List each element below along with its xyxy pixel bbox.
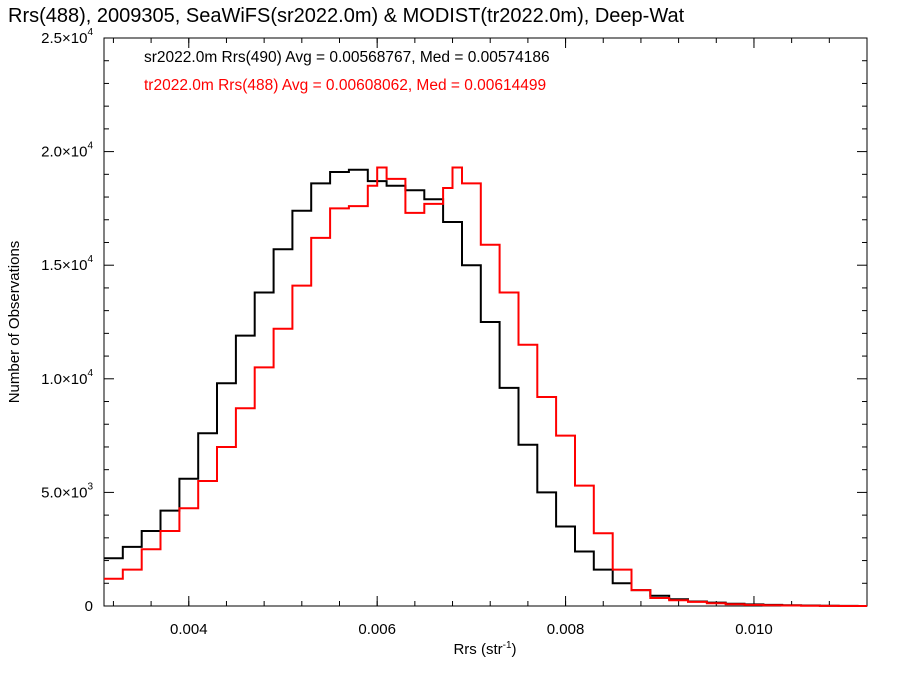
y-tick-label: 0	[85, 598, 93, 615]
x-tick-label: 0.006	[358, 621, 396, 638]
chart-title: Rrs(488), 2009305, SeaWiFS(sr2022.0m) & …	[8, 5, 685, 27]
legend-entry: sr2022.0m Rrs(490) Avg = 0.00568767, Med…	[144, 49, 550, 66]
y-tick-label: 1.0×104	[41, 368, 93, 388]
x-axis-label-sup: -1	[503, 640, 512, 651]
y-tick-exponent: 4	[87, 141, 93, 152]
x-tick-label: 0.004	[170, 621, 208, 638]
y-tick-label: 1.5×104	[41, 254, 93, 274]
series-group	[104, 166, 867, 607]
y-tick-mantissa: 0	[85, 598, 93, 615]
y-axis-label: Number of Observations	[6, 241, 23, 404]
series-0-step-line	[104, 168, 867, 607]
plot-frame	[103, 37, 868, 607]
y-tick-mantissa: 5.0×10	[41, 484, 87, 501]
legend: sr2022.0m Rrs(490) Avg = 0.00568767, Med…	[144, 49, 550, 94]
x-axis: 0.004 0.006 0.008 0.010	[112, 38, 868, 638]
y-tick-mantissa: 1.5×10	[41, 257, 87, 274]
x-axis-label-main: Rrs (str	[453, 641, 502, 658]
y-tick-label: 2.5×104	[41, 27, 93, 47]
x-axis-label-close: )	[512, 641, 517, 658]
y-tick-exponent: 4	[87, 368, 93, 379]
y-tick-mantissa: 2.5×10	[41, 30, 87, 47]
y-tick-mantissa: 2.0×10	[41, 144, 87, 161]
x-tick-label: 0.008	[547, 621, 585, 638]
y-tick-exponent: 4	[87, 254, 93, 265]
y-tick-exponent: 3	[87, 481, 93, 492]
series-1-step-line	[104, 166, 867, 607]
y-tick-label: 5.0×103	[41, 481, 93, 501]
x-axis-label: Rrs (str-1)	[453, 640, 516, 658]
y-tick-label: 2.0×104	[41, 141, 93, 161]
y-tick-mantissa: 1.0×10	[41, 371, 87, 388]
legend-entry: tr2022.0m Rrs(488) Avg = 0.00608062, Med…	[144, 77, 546, 94]
x-tick-label: 0.010	[735, 621, 773, 638]
y-tick-exponent: 4	[87, 27, 93, 38]
